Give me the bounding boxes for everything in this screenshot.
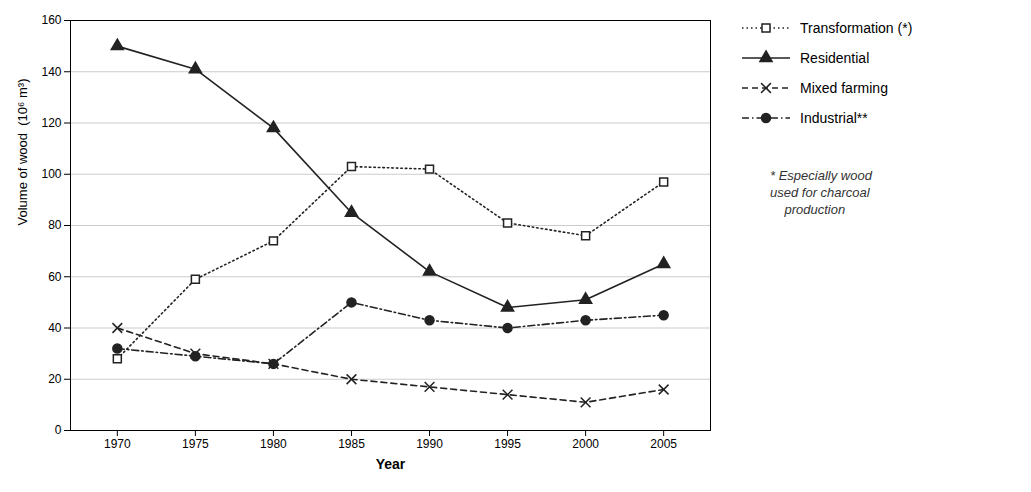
svg-text:20: 20: [48, 372, 62, 386]
html-text:* Especially wood used for cha: * Especially wood used for charcoal prod…: [770, 168, 872, 217]
svg-text:1970: 1970: [104, 437, 131, 451]
svg-text:1990: 1990: [416, 437, 443, 451]
svg-text:1980: 1980: [260, 437, 287, 451]
svg-text:100: 100: [41, 167, 61, 181]
svg-text:1985: 1985: [338, 437, 365, 451]
svg-text:2005: 2005: [650, 437, 677, 451]
svg-text:2000: 2000: [572, 437, 599, 451]
svg-text:120: 120: [41, 116, 61, 130]
svg-text:80: 80: [48, 218, 62, 232]
svg-text:Year: Year: [376, 456, 406, 472]
svg-text:160: 160: [41, 13, 61, 27]
svg-text:0: 0: [55, 423, 62, 437]
svg-text:1975: 1975: [182, 437, 209, 451]
svg-text:Volume of wood (10⁶ m³): Volume of wood (10⁶ m³): [15, 79, 30, 226]
svg-text:140: 140: [41, 65, 61, 79]
svg-text:60: 60: [48, 270, 62, 284]
html-text:Mixed farming: Mixed farming: [800, 80, 888, 96]
svg-text:1995: 1995: [494, 437, 521, 451]
html-text:Transformation (*): Transformation (*): [800, 20, 913, 36]
svg-text:40: 40: [48, 321, 62, 335]
html-text:Residential: Residential: [800, 50, 870, 66]
html-text:Industrial**: Industrial**: [800, 110, 868, 126]
